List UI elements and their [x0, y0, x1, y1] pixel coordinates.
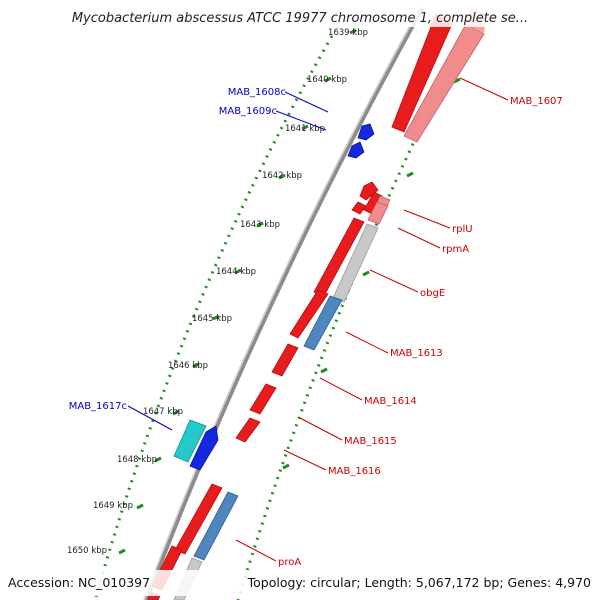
- title-backdrop: [40, 5, 560, 27]
- gene-mab-1609c[interactable]: [347, 141, 365, 159]
- ruler-ticks-outer: [282, 77, 461, 470]
- ruler-label: 1648 kbp: [117, 455, 157, 465]
- gene-label-mab-1613[interactable]: MAB_1613: [390, 348, 443, 359]
- forward-genes[interactable]: [147, 8, 486, 600]
- gene-label-obgE[interactable]: obgE: [420, 288, 445, 299]
- gene-mab-1608c[interactable]: [357, 123, 375, 141]
- gene-obgE[interactable]: [332, 223, 379, 303]
- reverse-genes[interactable]: [173, 123, 375, 471]
- gene-label-mab-1617c[interactable]: MAB_1617c: [69, 401, 127, 412]
- forward-labels: MAB_1607 rplU rpmA obgE MAB_1613 MAB_161…: [278, 96, 563, 568]
- gene-label-mab-1607[interactable]: MAB_1607: [510, 96, 563, 107]
- ruler-label: 1644 kbp: [216, 267, 256, 277]
- ruler-label: 1646 kbp: [168, 361, 208, 371]
- gene-label-mab-1616[interactable]: MAB_1616: [328, 466, 381, 477]
- gene-rpmA[interactable]: [367, 201, 389, 225]
- ruler-label: 1645 kbp: [192, 314, 232, 324]
- gene-mab-1613[interactable]: [303, 295, 343, 351]
- ruler-label: 1650 kbp: [67, 546, 107, 556]
- footer-backdrop: [0, 570, 600, 596]
- ruler-label: 1639 kbp: [328, 28, 368, 38]
- ruler-label: 1649 kbp: [93, 501, 133, 511]
- gene-mab-1616[interactable]: [235, 417, 261, 443]
- gene-label-mab-1615[interactable]: MAB_1615: [344, 436, 397, 447]
- gene-proA[interactable]: [193, 491, 239, 561]
- label-leaders: [127, 77, 509, 562]
- ruler-label: 1647 kbp: [143, 407, 183, 417]
- reverse-labels: MAB_1608c MAB_1609c MAB_1617c: [69, 87, 286, 412]
- gc-track-inner: [93, 35, 334, 600]
- gene-mab-1613-red[interactable]: [289, 289, 329, 339]
- gene-label-proA[interactable]: proA: [278, 557, 301, 568]
- gene-mab-1614[interactable]: [271, 343, 299, 377]
- ruler-label: 1641 kbp: [285, 124, 325, 134]
- gene-small-2[interactable]: [351, 201, 367, 215]
- ruler-labels: 1639 kbp 1640 kbp 1641 kbp 1642 kbp 1643…: [67, 28, 368, 556]
- ruler-ticks: [118, 28, 357, 555]
- gene-mab-1617c-cyan[interactable]: [173, 419, 207, 463]
- gene-label-mab-1608c[interactable]: MAB_1608c: [228, 87, 286, 98]
- gene-label-mab-1609c[interactable]: MAB_1609c: [219, 106, 277, 117]
- chromosome-backbone: [143, 6, 425, 600]
- gene-mab-1617c[interactable]: [189, 425, 219, 471]
- ruler-label: 1642 kbp: [262, 171, 302, 181]
- gene-label-rplU[interactable]: rplU: [452, 224, 473, 235]
- gc-track-outer: [236, 35, 468, 600]
- chromosome-backbone-highlight: [143, 7, 421, 600]
- gene-proA-red-1[interactable]: [174, 483, 223, 555]
- topology-text: Topology: circular; Length: 5,067,172 bp…: [247, 575, 591, 590]
- gene-mab-1615[interactable]: [249, 383, 277, 415]
- accession-text: Accession: NC_010397: [8, 575, 150, 590]
- gene-label-rpmA[interactable]: rpmA: [442, 244, 469, 255]
- gene-label-mab-1614[interactable]: MAB_1614: [364, 396, 417, 407]
- ruler-label: 1640 kbp: [307, 75, 347, 85]
- map-title: Mycobacterium abscessus ATCC 19977 chrom…: [72, 11, 528, 26]
- ruler-label: 1643 kbp: [240, 220, 280, 230]
